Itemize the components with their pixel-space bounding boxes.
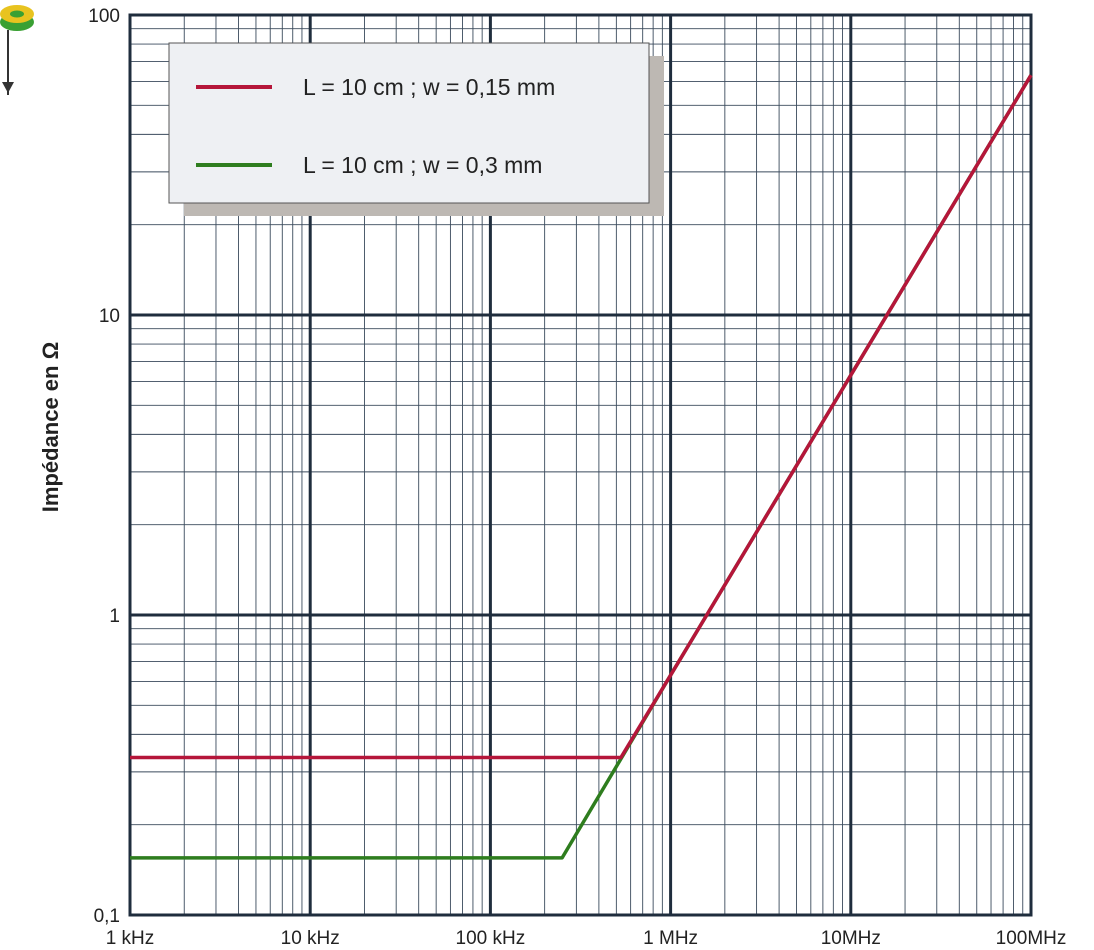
- tick-labels: 1 kHz 10 kHz 100 kHz 1 MHz 10MHz 100MHz 0,1 1 10…: [88, 6, 1066, 949]
- y-axis-label: Impédance en Ω: [38, 342, 63, 512]
- plot-frame: [128, 13, 1033, 917]
- legend-entry-w015: L = 10 cm ; w = 0,15 mm: [303, 74, 555, 100]
- series-line-0: [130, 74, 1033, 760]
- x-tick-label: 1 kHz: [106, 928, 155, 949]
- y-tick-label: 1: [109, 606, 120, 627]
- x-tick-label: 10MHz: [821, 928, 881, 949]
- legend-entry-w03: L = 10 cm ; w = 0,3 mm: [303, 152, 542, 178]
- x-tick-label: 100MHz: [996, 928, 1067, 949]
- y-tick-label: 10: [99, 306, 120, 327]
- toroid-icon: [0, 5, 34, 95]
- x-tick-label: 1 MHz: [643, 928, 698, 949]
- y-tick-label: 100: [88, 6, 120, 27]
- y-tick-label: 0,1: [94, 906, 120, 927]
- x-tick-label: 100 kHz: [456, 928, 526, 949]
- legend: L = 10 cm ; w = 0,15 mm L = 10 cm ; w = …: [168, 42, 664, 216]
- series-lines: [130, 74, 1033, 860]
- x-tick-label: 10 kHz: [281, 928, 340, 949]
- legend-box: [168, 42, 650, 204]
